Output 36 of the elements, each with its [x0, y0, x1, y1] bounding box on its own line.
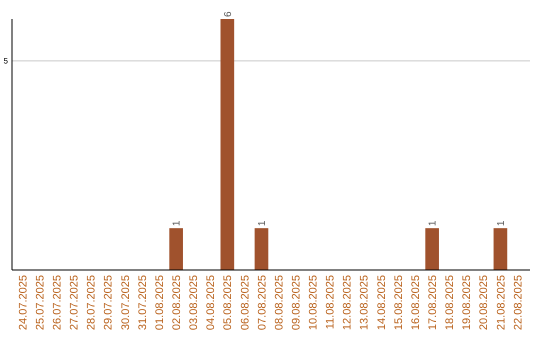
x-tick-label: 21.08.2025	[495, 275, 508, 330]
x-tick-label: 22.08.2025	[512, 275, 524, 330]
x-tick-label: 25.07.2025	[34, 275, 46, 330]
x-tick-label: 05.08.2025	[222, 275, 234, 330]
x-tick-label: 30.07.2025	[120, 275, 132, 330]
x-tick-label: 04.08.2025	[205, 275, 218, 330]
x-tick-label: 19.08.2025	[461, 275, 474, 330]
x-tick-label: 10.08.2025	[308, 275, 320, 330]
x-tick-label: 02.08.2025	[170, 275, 183, 330]
x-tick-label: 26.07.2025	[52, 275, 64, 330]
x-tick-label: 08.08.2025	[273, 275, 286, 330]
data-label: 1	[428, 220, 439, 226]
y-tick-label: 5	[4, 56, 9, 66]
x-tick-label: 15.08.2025	[392, 275, 405, 330]
x-tick-label: 07.08.2025	[256, 275, 268, 330]
x-tick-label: 18.08.2025	[444, 275, 456, 330]
x-tick-label: 09.08.2025	[290, 275, 302, 330]
x-tick-label: 27.07.2025	[68, 275, 81, 330]
data-label: 1	[172, 220, 183, 226]
data-label: 1	[256, 220, 268, 226]
x-tick-label: 31.07.2025	[136, 275, 149, 330]
x-tick-label: 03.08.2025	[188, 275, 200, 330]
x-tick-label: 17.08.2025	[426, 275, 439, 330]
x-tick-label: 16.08.2025	[410, 275, 422, 330]
x-tick-label: 28.07.2025	[86, 275, 98, 330]
x-tick-label: 24.07.2025	[17, 275, 30, 330]
x-tick-label: 20.08.2025	[478, 275, 490, 330]
x-tick-label: 01.08.2025	[154, 275, 166, 330]
x-tick-label: 14.08.2025	[376, 275, 388, 330]
x-tick-label: 12.08.2025	[342, 275, 354, 330]
data-label: 1	[496, 220, 507, 226]
x-tick-label: 29.07.2025	[102, 275, 115, 330]
x-tick-label: 11.08.2025	[324, 275, 337, 330]
data-label: 6	[222, 11, 234, 17]
x-tick-label: 13.08.2025	[358, 275, 371, 330]
x-tick-label: 06.08.2025	[239, 275, 252, 330]
